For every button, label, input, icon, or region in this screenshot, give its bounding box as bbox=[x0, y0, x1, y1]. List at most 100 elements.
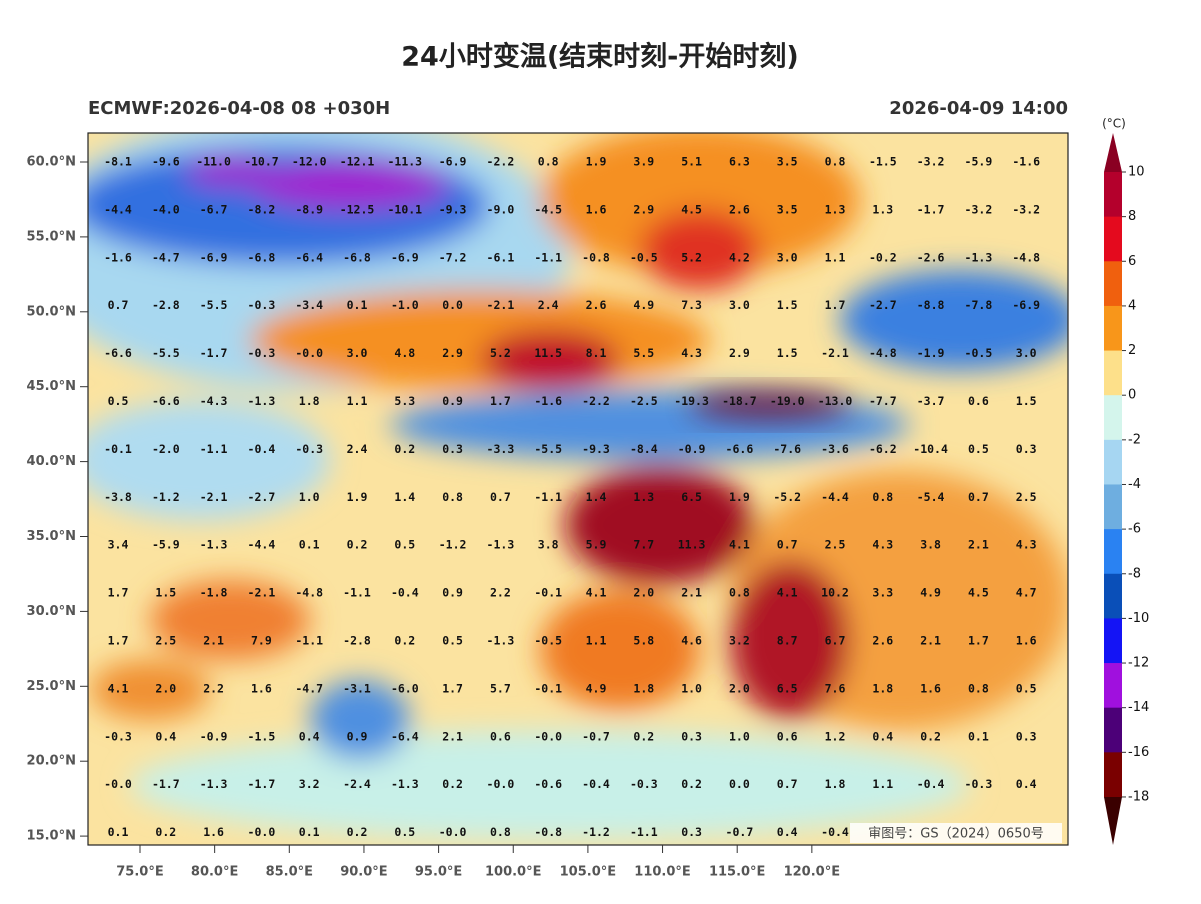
grid-value: 2.1 bbox=[920, 634, 941, 648]
grid-value: -0.3 bbox=[965, 777, 993, 791]
grid-value: 1.0 bbox=[729, 729, 750, 743]
grid-value: 0.8 bbox=[538, 155, 559, 169]
grid-value: 0.3 bbox=[1016, 442, 1037, 456]
colorbar-bin bbox=[1104, 529, 1122, 575]
grid-value: -4.8 bbox=[295, 586, 323, 600]
grid-value: 1.8 bbox=[872, 681, 893, 695]
grid-value: -0.8 bbox=[582, 250, 610, 264]
colorbar-over bbox=[1104, 133, 1122, 172]
grid-value: -0.4 bbox=[582, 777, 610, 791]
grid-value: 4.6 bbox=[681, 634, 702, 648]
grid-value: -1.1 bbox=[343, 586, 371, 600]
grid-value: -6.4 bbox=[391, 729, 419, 743]
grid-value: 2.2 bbox=[203, 681, 224, 695]
grid-value: 0.5 bbox=[394, 538, 415, 552]
grid-value: 5.5 bbox=[633, 346, 654, 360]
grid-value: 0.3 bbox=[442, 442, 463, 456]
grid-value: -7.7 bbox=[869, 394, 897, 408]
colorbar-bin bbox=[1104, 752, 1122, 798]
grid-value: 1.6 bbox=[920, 681, 941, 695]
grid-value: -5.5 bbox=[534, 442, 562, 456]
grid-value: 3.2 bbox=[729, 634, 750, 648]
grid-value: -5.9 bbox=[152, 538, 180, 552]
grid-value: -19.3 bbox=[674, 394, 709, 408]
grid-value: -5.5 bbox=[200, 298, 228, 312]
grid-value: 0.8 bbox=[442, 490, 463, 504]
grid-value: 4.1 bbox=[586, 586, 607, 600]
lon-label: 100.0°E bbox=[485, 865, 542, 880]
grid-value: 1.5 bbox=[777, 298, 798, 312]
grid-value: 1.5 bbox=[155, 586, 176, 600]
grid-value: 2.1 bbox=[681, 586, 702, 600]
grid-value: 1.6 bbox=[251, 681, 272, 695]
grid-value: -4.0 bbox=[152, 202, 180, 216]
grid-value: 0.0 bbox=[442, 298, 463, 312]
grid-value: 0.2 bbox=[920, 729, 941, 743]
colorbar-label: -6 bbox=[1128, 522, 1141, 537]
colorbar-bin bbox=[1104, 618, 1122, 664]
grid-value: 6.7 bbox=[825, 634, 846, 648]
grid-value: 2.5 bbox=[825, 538, 846, 552]
grid-value: 2.4 bbox=[347, 442, 368, 456]
grid-value: 0.8 bbox=[872, 490, 893, 504]
grid-value: 2.5 bbox=[155, 634, 176, 648]
grid-value: -4.4 bbox=[104, 202, 132, 216]
grid-value: 0.5 bbox=[394, 825, 415, 839]
grid-value: -2.6 bbox=[917, 250, 945, 264]
grid-value: 3.8 bbox=[920, 538, 941, 552]
grid-value: 4.1 bbox=[729, 538, 750, 552]
grid-value: 0.7 bbox=[777, 538, 798, 552]
grid-value: -1.7 bbox=[152, 777, 180, 791]
grid-value: 7.7 bbox=[633, 538, 654, 552]
grid-value: -6.7 bbox=[200, 202, 228, 216]
grid-value: -5.9 bbox=[965, 155, 993, 169]
colorbar-label: -2 bbox=[1128, 432, 1141, 447]
grid-value: -8.4 bbox=[630, 442, 658, 456]
grid-value: -11.0 bbox=[196, 155, 231, 169]
grid-value: 1.1 bbox=[872, 777, 893, 791]
grid-value: 1.7 bbox=[825, 298, 846, 312]
grid-value: -13.0 bbox=[818, 394, 853, 408]
colorbar-bin bbox=[1104, 305, 1122, 352]
grid-value: -8.9 bbox=[295, 202, 323, 216]
grid-value: -9.3 bbox=[439, 202, 467, 216]
grid-value: 0.4 bbox=[299, 729, 320, 743]
grid-value: -6.2 bbox=[869, 442, 897, 456]
grid-value: -3.6 bbox=[821, 442, 849, 456]
grid-value: 1.9 bbox=[586, 155, 607, 169]
grid-value: -3.2 bbox=[917, 155, 945, 169]
colorbar-label: -10 bbox=[1128, 611, 1149, 626]
grid-value: -0.4 bbox=[821, 825, 849, 839]
grid-value: 0.3 bbox=[681, 825, 702, 839]
grid-value: 1.7 bbox=[108, 634, 129, 648]
grid-value: -12.5 bbox=[340, 202, 375, 216]
grid-value: 0.2 bbox=[394, 442, 415, 456]
grid-value: -0.8 bbox=[534, 825, 562, 839]
grid-value: 1.5 bbox=[1016, 394, 1037, 408]
grid-value: 1.8 bbox=[299, 394, 320, 408]
grid-value: 1.8 bbox=[633, 681, 654, 695]
grid-value: -10.4 bbox=[913, 442, 948, 456]
grid-value: 0.3 bbox=[1016, 729, 1037, 743]
lat-label: 40.0°N bbox=[27, 454, 76, 469]
grid-value: -3.7 bbox=[917, 394, 945, 408]
grid-value: 0.7 bbox=[777, 777, 798, 791]
grid-value: 0.1 bbox=[299, 538, 320, 552]
grid-value: -0.5 bbox=[965, 346, 993, 360]
grid-value: 5.1 bbox=[681, 155, 702, 169]
grid-value: -18.7 bbox=[722, 394, 757, 408]
grid-value: 0.4 bbox=[872, 729, 893, 743]
colorbar-unit: (°C) bbox=[1102, 117, 1126, 131]
grid-value: 0.2 bbox=[347, 538, 368, 552]
grid-value: -1.3 bbox=[200, 538, 228, 552]
grid-value: -0.0 bbox=[534, 729, 562, 743]
colorbar-bin bbox=[1104, 261, 1122, 307]
grid-value: 0.8 bbox=[490, 825, 511, 839]
colorbar-label: 0 bbox=[1128, 388, 1136, 403]
grid-value: -4.7 bbox=[152, 250, 180, 264]
grid-value: -0.0 bbox=[295, 346, 323, 360]
grid-value: 3.5 bbox=[777, 155, 798, 169]
grid-value: -10.7 bbox=[244, 155, 279, 169]
grid-value: -8.8 bbox=[917, 298, 945, 312]
